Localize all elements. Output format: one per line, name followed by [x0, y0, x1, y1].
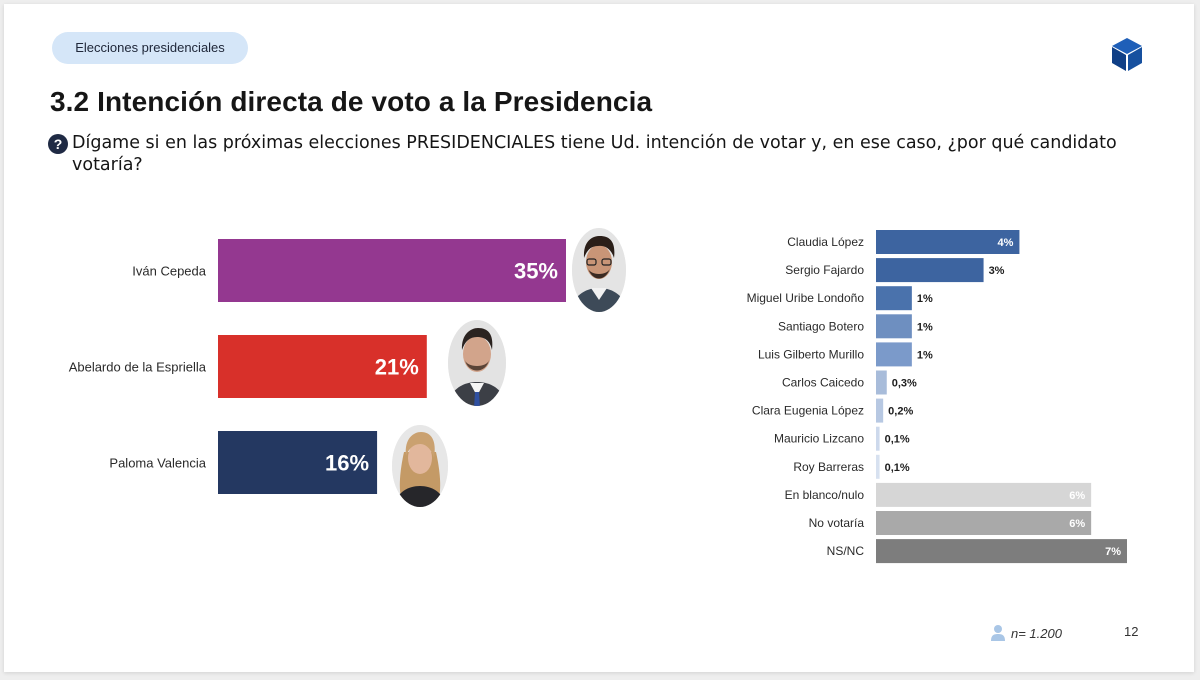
- side-value-label-en-blanco-nulo: 6%: [1069, 490, 1085, 502]
- side-value-label-santiago-botero: 1%: [917, 321, 933, 333]
- side-bar-roy-barreras: [876, 454, 880, 479]
- side-bar-santiago-botero: [876, 314, 912, 339]
- side-category-label-en-blanco-nulo: En blanco/nulo: [785, 488, 865, 502]
- question-icon: ?: [48, 134, 68, 154]
- side-bar-clara-eugenia-lopez: [876, 398, 884, 423]
- side-category-label-carlos-caicedo: Carlos Caicedo: [782, 376, 864, 390]
- side-value-label-sergio-fajardo: 3%: [989, 265, 1005, 277]
- side-bar-carlos-caicedo: [876, 370, 887, 395]
- side-value-label-claudia-lopez: 4%: [998, 237, 1014, 249]
- main-bar-paloma-valencia: [218, 431, 378, 494]
- main-bar-ivan-cepeda: [218, 239, 566, 302]
- side-value-label-roy-barreras: 0,1%: [885, 462, 910, 474]
- side-bar-ns-nc: [876, 539, 1127, 564]
- side-category-label-miguel-uribe-londono: Miguel Uribe Londoño: [747, 291, 865, 305]
- side-value-label-miguel-uribe-londono: 1%: [917, 293, 933, 305]
- side-bar-en-blanco-nulo: [876, 482, 1092, 507]
- side-category-label-claudia-lopez: Claudia López: [787, 235, 864, 249]
- side-value-label-luis-gilberto-murillo: 1%: [917, 349, 933, 361]
- main-value-label-paloma-valencia: 16%: [325, 451, 369, 476]
- page-title: 3.2 Intención directa de voto a la Presi…: [50, 86, 653, 117]
- side-value-label-clara-eugenia-lopez: 0,2%: [888, 406, 913, 418]
- side-category-label-clara-eugenia-lopez: Clara Eugenia López: [752, 404, 864, 418]
- side-category-label-santiago-botero: Santiago Botero: [778, 319, 864, 333]
- side-bar-sergio-fajardo: [876, 258, 984, 283]
- side-category-label-no-votaria: No votaría: [809, 516, 865, 530]
- page-number: 12: [1124, 624, 1139, 639]
- side-bar-miguel-uribe-londono: [876, 286, 912, 311]
- side-bar-mauricio-lizcano: [876, 426, 880, 451]
- user-icon: [991, 625, 1005, 641]
- sample-size: n= 1.200: [990, 624, 1062, 642]
- survey-question: Dígame si en las próximas elecciones PRE…: [72, 133, 1117, 175]
- main-value-label-abelardo-de-la-espriella: 21%: [375, 355, 419, 380]
- side-category-label-ns-nc: NS/NC: [827, 544, 865, 558]
- main-value-label-ivan-cepeda: 35%: [514, 259, 558, 284]
- main-category-label-ivan-cepeda: Iván Cepeda: [132, 264, 206, 279]
- main-category-label-abelardo-de-la-espriella: Abelardo de la Espriella: [69, 360, 207, 375]
- candidate-photo-espriella: [448, 320, 506, 406]
- side-value-label-no-votaria: 6%: [1069, 518, 1085, 530]
- side-bar-claudia-lopez: [876, 230, 1020, 254]
- candidate-photo-cepeda: [572, 228, 626, 312]
- side-category-label-roy-barreras: Roy Barreras: [793, 460, 864, 474]
- side-category-label-sergio-fajardo: Sergio Fajardo: [785, 263, 864, 277]
- main-bar-abelardo-de-la-espriella: [218, 335, 427, 398]
- side-category-label-mauricio-lizcano: Mauricio Lizcano: [774, 432, 864, 446]
- side-value-label-ns-nc: 7%: [1105, 546, 1121, 558]
- main-category-label-paloma-valencia: Paloma Valencia: [109, 456, 206, 471]
- side-bar-luis-gilberto-murillo: [876, 342, 912, 367]
- sample-size-label: n= 1.200: [1011, 625, 1062, 641]
- side-bar-no-votaria: [876, 511, 1092, 535]
- side-value-label-carlos-caicedo: 0,3%: [892, 378, 917, 390]
- section-pill: Elecciones presidenciales: [52, 32, 248, 64]
- cube-logo-icon: [1112, 38, 1142, 71]
- side-category-label-luis-gilberto-murillo: Luis Gilberto Murillo: [758, 347, 864, 361]
- side-value-label-mauricio-lizcano: 0,1%: [885, 434, 910, 446]
